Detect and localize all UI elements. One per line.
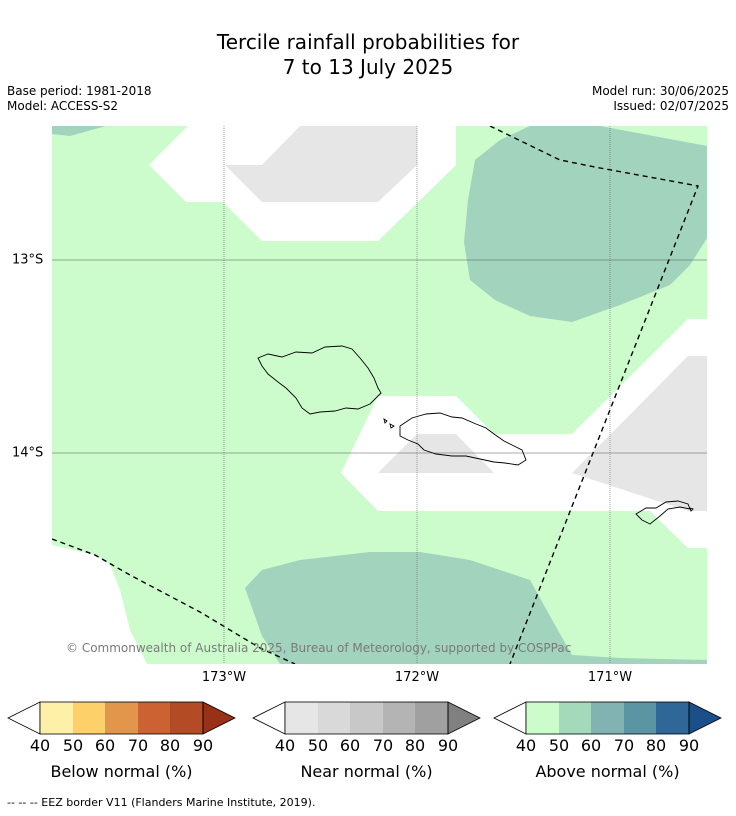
colorbar-below-tick: 80 — [159, 736, 181, 755]
copyright-text: © Commonwealth of Australia 2025, Bureau… — [66, 641, 572, 655]
colorbar-above-extend-low — [493, 701, 527, 735]
colorbar-near-bin-4 — [383, 702, 415, 734]
colorbar-above-bin-2 — [559, 702, 591, 734]
lon-label-172w: 172°W — [394, 670, 440, 685]
colorbar-near-extend-low — [252, 701, 286, 735]
colorbar-above-bin-5 — [656, 702, 689, 734]
colorbar-above-tick: 70 — [613, 736, 635, 755]
colorbar-below-bin-4 — [138, 702, 170, 734]
above-normal-50-region-northeast-main — [464, 126, 707, 322]
no-signal-region-central — [341, 319, 707, 548]
no-signal-region-southwest — [52, 545, 147, 664]
graticule — [223, 126, 611, 664]
colorbar-below-bin-5 — [170, 702, 203, 734]
graticule-lat — [52, 259, 707, 454]
colorbar-near-extend-high — [447, 701, 481, 735]
colorbar-below-tick: 40 — [29, 736, 51, 755]
colorbar-near-tick: 90 — [437, 736, 459, 755]
metadata-right: Model run: 30/06/2025 Issued: 02/07/2025 — [592, 84, 729, 114]
upolu-island — [399, 412, 527, 466]
colorbar-below-tick: 90 — [192, 736, 214, 755]
near-normal-region-north — [225, 126, 417, 202]
savaii-island — [257, 345, 382, 415]
colorbar-near-tick: 50 — [307, 736, 329, 755]
colorbar-below-bin-1 — [40, 702, 73, 734]
colorbar-near-normal — [252, 701, 481, 735]
map-canvas — [52, 126, 707, 664]
aunuu-island — [689, 507, 694, 512]
colorbar-near-tick: 40 — [274, 736, 296, 755]
lat-label-14s: 14°S — [12, 445, 44, 461]
colorbar-above-label: Above normal (%) — [535, 762, 680, 781]
eez-border-northeast — [489, 126, 699, 664]
colorbar-above-bin-4 — [624, 702, 656, 734]
colorbar-near-label: Near normal (%) — [300, 762, 433, 781]
near-normal-region-central — [378, 434, 494, 473]
near-normal-region-east — [572, 356, 707, 511]
colorbar-near-bin-1 — [285, 702, 318, 734]
lon-label-173w: 173°W — [201, 670, 247, 685]
colorbar-above-tick: 50 — [548, 736, 570, 755]
title-line-2: 7 to 13 July 2025 — [282, 55, 454, 79]
manono-island — [383, 417, 388, 424]
apolima-island — [389, 423, 395, 429]
colorbar-below-label: Below normal (%) — [50, 762, 193, 781]
colorbar-near-tick: 60 — [339, 736, 361, 755]
above-normal-50-region-northeast — [52, 126, 106, 136]
eez-footnote: -- -- -- EEZ border V11 (Flanders Marine… — [7, 796, 316, 809]
colorbar-near-bin-3 — [350, 702, 383, 734]
colorbar-above-tick: 80 — [645, 736, 667, 755]
colorbar-near-bin-5 — [415, 702, 448, 734]
lat-label-13s: 13°S — [12, 252, 44, 268]
colorbar-below-normal — [7, 701, 236, 735]
colorbar-above-bin-3 — [591, 702, 624, 734]
lon-label-171w: 171°W — [587, 670, 633, 685]
eez-border-southwest — [52, 538, 296, 664]
issued-date: Issued: 02/07/2025 — [613, 99, 729, 113]
colorbar-below-tick: 60 — [94, 736, 116, 755]
title-line-1: Tercile rainfall probabilities for — [216, 30, 520, 54]
map-title: Tercile rainfall probabilities for 7 to … — [0, 30, 736, 80]
model-run: Model run: 30/06/2025 — [591, 84, 729, 98]
model-name: Model: ACCESS-S2 — [7, 99, 119, 113]
colorbar-near-tick: 70 — [372, 736, 394, 755]
metadata-left: Base period: 1981-2018 Model: ACCESS-S2 — [7, 84, 152, 114]
colorbar-above-normal — [493, 701, 722, 735]
colorbar-above-tick: 60 — [580, 736, 602, 755]
colorbar-below-bin-2 — [73, 702, 105, 734]
colorbar-above-bin-1 — [526, 702, 559, 734]
colorbar-below-bin-3 — [105, 702, 138, 734]
colorbar-above-tick: 40 — [515, 736, 537, 755]
above-normal-50-region-south — [245, 552, 707, 664]
base-period: Base period: 1981-2018 — [7, 84, 152, 98]
colorbars — [7, 701, 722, 735]
colorbar-below-extend-low — [7, 701, 41, 735]
colorbar-below-tick: 70 — [127, 736, 149, 755]
colorbar-below-extend-high — [202, 701, 236, 735]
colorbar-near-bin-2 — [318, 702, 350, 734]
colorbar-near-tick: 80 — [404, 736, 426, 755]
colorbar-above-tick: 90 — [678, 736, 700, 755]
colorbar-below-tick: 50 — [62, 736, 84, 755]
colorbar-above-extend-high — [688, 701, 722, 735]
